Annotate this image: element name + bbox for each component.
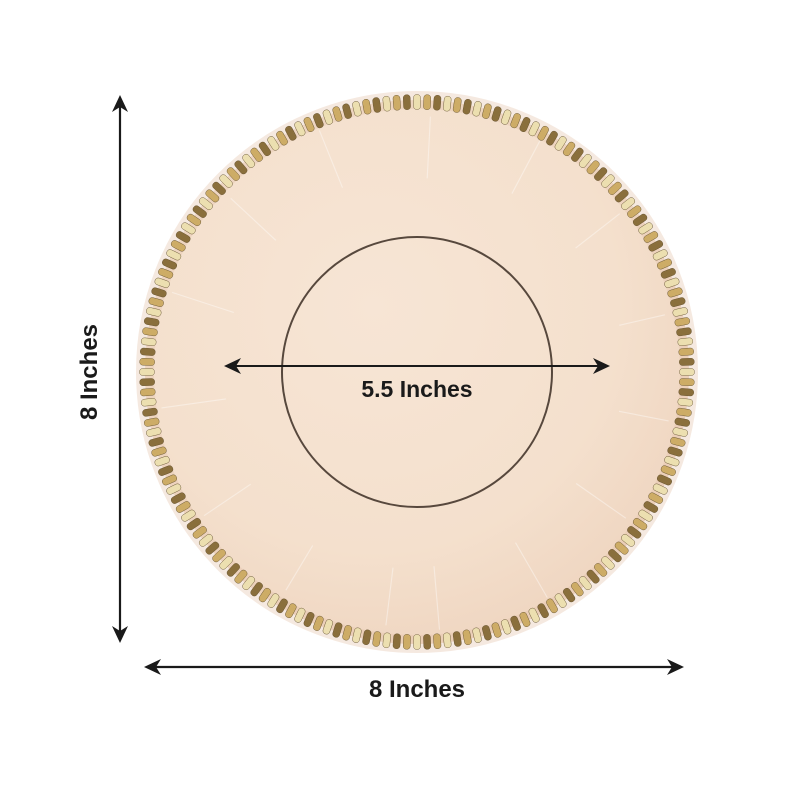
svg-text:5.5 Inches: 5.5 Inches xyxy=(361,376,472,402)
svg-text:8 Inches: 8 Inches xyxy=(76,324,103,420)
svg-text:8 Inches: 8 Inches xyxy=(369,676,465,703)
